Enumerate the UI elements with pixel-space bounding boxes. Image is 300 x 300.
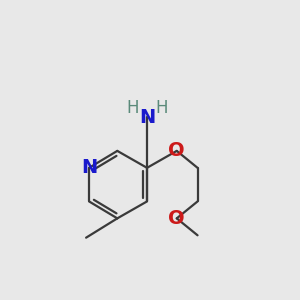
Text: O: O [168,141,185,160]
Text: H: H [155,99,167,117]
Text: N: N [81,158,97,177]
Text: N: N [139,108,155,127]
Text: H: H [127,99,139,117]
Text: O: O [168,209,185,228]
